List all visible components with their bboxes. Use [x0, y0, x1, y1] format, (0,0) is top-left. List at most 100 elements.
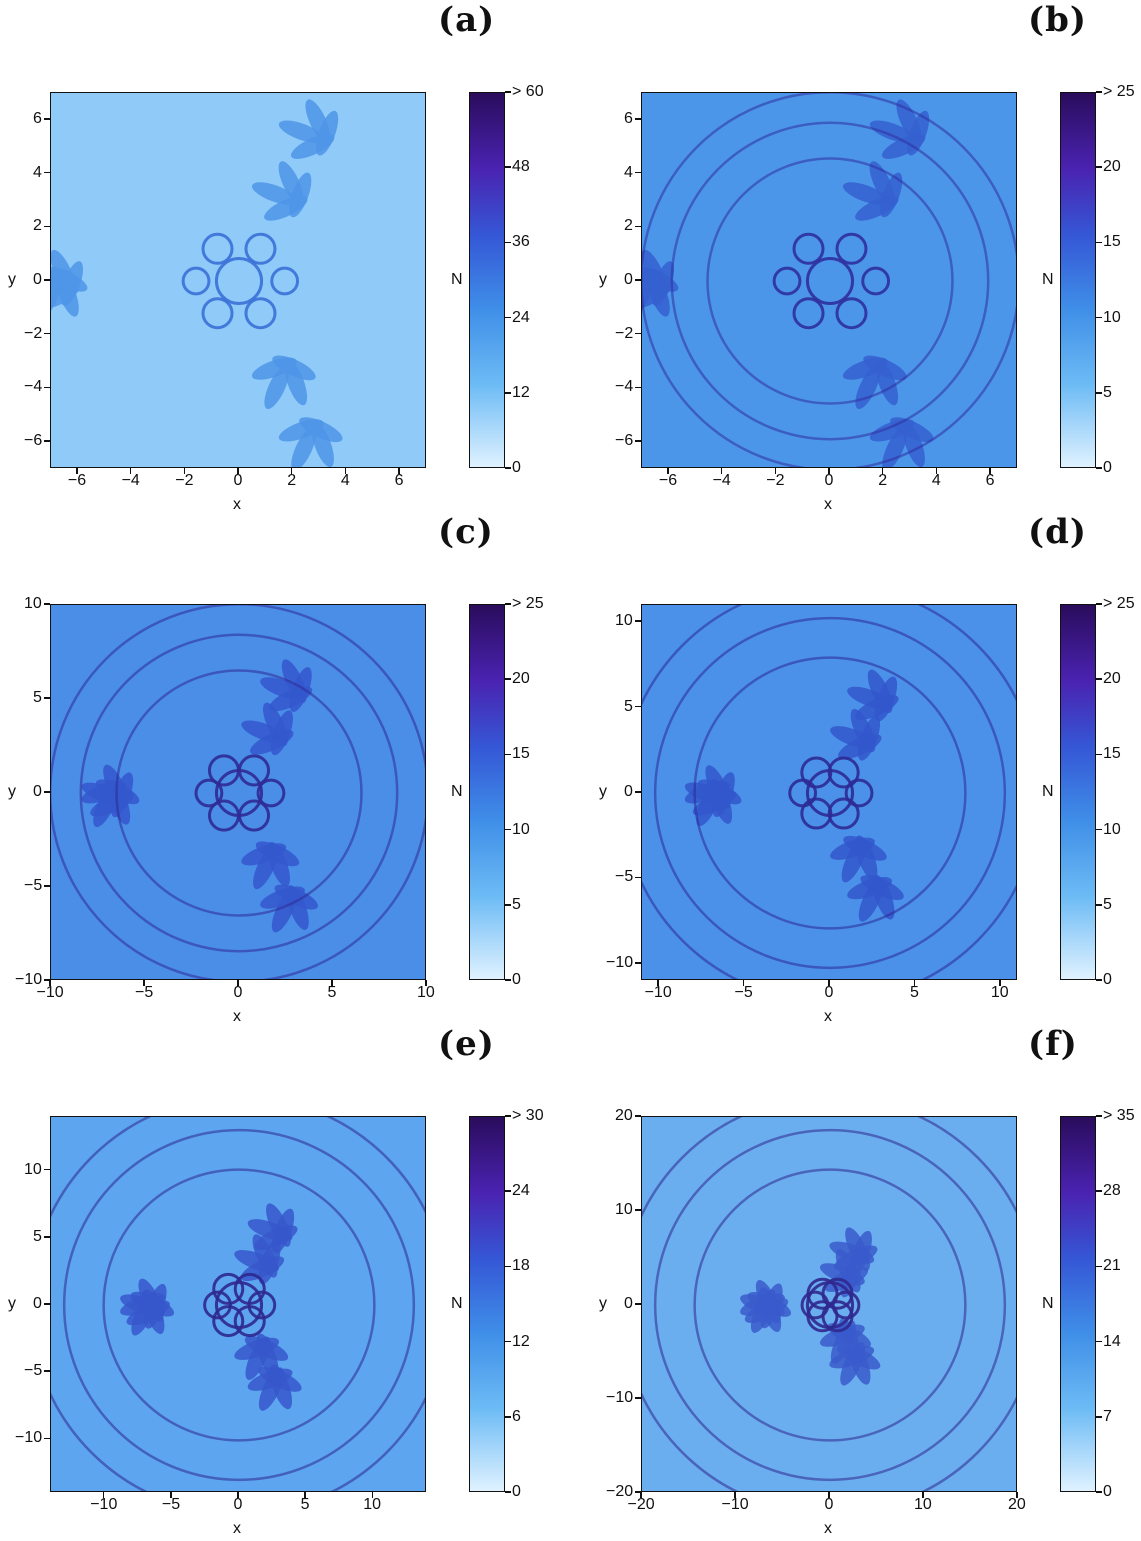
core-ring [214, 256, 264, 306]
core-ring [212, 1272, 245, 1305]
basin-lobe [842, 182, 888, 205]
colorbar-tick-mark [505, 1190, 511, 1192]
colorbar-tick-label: 6 [512, 1407, 521, 1425]
x-tick-mark [881, 468, 884, 474]
y-tick-label: −4 [24, 378, 43, 396]
basin-lobe [855, 695, 899, 720]
x-axis-title: x [824, 1008, 832, 1025]
x-tick-label: −4 [712, 472, 731, 489]
colorbar-tick-label: > 25 [1103, 595, 1135, 612]
colorbar-tick-mark [1096, 316, 1102, 319]
colorbar-tick-label: 20 [1103, 670, 1121, 688]
y-tick-label: 10 [615, 1201, 633, 1218]
colorbar [469, 1116, 505, 1492]
y-tick-mark [635, 1491, 641, 1493]
y-tick-mark [44, 1437, 50, 1440]
colorbar-tick-mark [505, 392, 511, 394]
core-ring [244, 232, 277, 265]
core-ring [788, 778, 818, 808]
colorbar-tick-label: 24 [512, 308, 530, 326]
basin-structures [642, 93, 1016, 467]
core-ring [181, 266, 211, 296]
basin-arc [706, 157, 954, 405]
x-tick-mark [657, 980, 659, 986]
y-tick-label: −6 [24, 432, 43, 450]
colorbar-tick-label: 21 [1103, 1257, 1121, 1275]
x-tick-label: 0 [824, 984, 834, 1001]
x-tick-label: −4 [121, 472, 140, 489]
chart-panel: (e) −10 −5 0 5 10 10 5 0 −5 −10 x y N 0 6 12 18 24 > 30 [0, 1024, 570, 1537]
colorbar-tick-label: 5 [512, 895, 521, 913]
y-axis-title: y [599, 1295, 607, 1312]
colorbar-tick-mark [505, 166, 511, 168]
x-tick-mark [304, 1492, 306, 1498]
x-tick-label: 6 [394, 472, 404, 489]
y-tick-mark [44, 386, 50, 389]
basin-lobe [838, 734, 882, 760]
x-tick-mark [922, 1492, 924, 1498]
colorbar-tick-mark [1096, 979, 1102, 981]
heatmap-background [51, 1117, 425, 1491]
colorbar-title: N [1042, 271, 1054, 288]
y-axis-title: y [8, 783, 16, 800]
basin-lobe [750, 1289, 776, 1333]
colorbar-title: N [451, 1295, 463, 1312]
basin-lobe [881, 134, 926, 159]
y-tick-label: 10 [24, 1160, 42, 1178]
basin-lobe [647, 271, 670, 317]
basin-lobe [250, 729, 294, 755]
colorbar-tick-label: 0 [1103, 971, 1112, 988]
colorbar-tick-mark [1096, 904, 1102, 906]
x-tick-mark [129, 468, 132, 474]
y-tick-mark [44, 1168, 50, 1171]
colorbar-tick-label: 10 [1103, 308, 1121, 326]
heatmap-plot-area [50, 1116, 426, 1492]
colorbar-tick-mark [1096, 753, 1102, 756]
panel-label: (c) [438, 512, 494, 552]
x-tick-mark [774, 468, 777, 474]
y-tick-label: 10 [615, 612, 633, 630]
y-tick-label: 0 [33, 271, 42, 288]
x-tick-mark [828, 1492, 830, 1498]
colorbar-tick-mark [505, 241, 511, 244]
core-ring [792, 232, 825, 265]
x-tick-mark [720, 468, 723, 474]
colorbar-tick-label: 0 [512, 971, 521, 988]
heatmap-image [51, 605, 425, 979]
y-tick-mark [635, 1115, 641, 1117]
core-ring [800, 756, 833, 789]
colorbar-title: N [1042, 1295, 1054, 1312]
x-axis-title: x [233, 496, 241, 513]
y-tick-mark [635, 171, 641, 174]
colorbar-tick-mark [505, 1340, 511, 1343]
colorbar-tick-label: 14 [1103, 1332, 1121, 1350]
core-ring [247, 1290, 277, 1320]
basin-lobe [258, 1367, 284, 1411]
y-tick-mark [44, 885, 50, 887]
x-tick-mark [989, 468, 991, 474]
basin-lobe [51, 276, 61, 321]
panel-label: (a) [438, 0, 496, 40]
y-tick-label: 0 [624, 271, 633, 288]
colorbar-tick-mark [505, 1115, 511, 1117]
x-tick-mark [170, 1492, 172, 1498]
core-ring [238, 754, 271, 787]
colorbar-tick-label: 10 [512, 820, 530, 838]
x-tick-mark [344, 468, 347, 474]
x-tick-label: 4 [340, 472, 350, 489]
colorbar-tick-label: 0 [1103, 459, 1112, 476]
colorbar-tick-mark [1096, 678, 1102, 680]
basin-arc [670, 121, 990, 441]
y-tick-mark [635, 705, 641, 708]
colorbar-tick-mark [505, 1265, 511, 1268]
core-ring [800, 1290, 830, 1320]
heatmap-plot-area [50, 92, 426, 468]
chart-panel: (f) −20 −10 0 10 20 20 10 0 −10 −20 x y N 0 7 14 21 28 > 35 [591, 1024, 1141, 1537]
colorbar-tick-label: 15 [1103, 233, 1121, 251]
colorbar-tick-mark [1096, 1340, 1102, 1343]
x-axis-title: x [233, 1008, 241, 1025]
x-tick-mark [331, 980, 333, 986]
core-ring [831, 1290, 861, 1320]
x-tick-label: −10 [644, 984, 672, 1001]
colorbar-tick-mark [1096, 392, 1102, 394]
